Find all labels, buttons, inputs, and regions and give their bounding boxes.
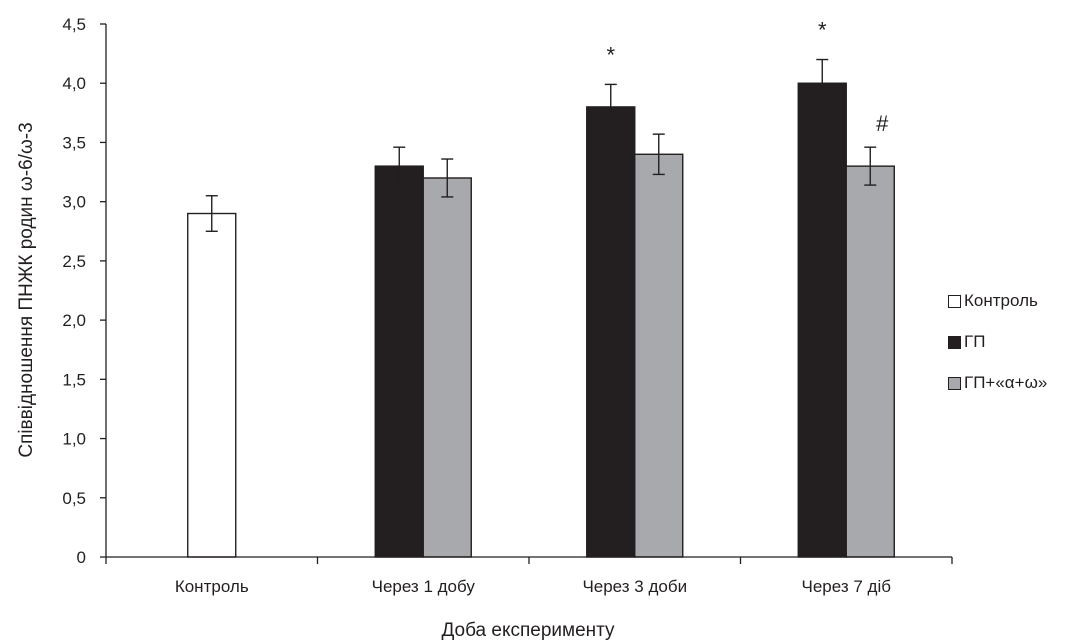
y-tick-label: 1,5 bbox=[62, 370, 86, 389]
bar bbox=[422, 177, 472, 558]
bar bbox=[797, 82, 847, 558]
significance-marker: * bbox=[818, 18, 827, 43]
y-tick-label: 0 bbox=[77, 548, 86, 567]
x-axis-ticks: Контроль Через 1 добу Через 3 доби Через 7 … bbox=[105, 557, 953, 596]
legend-label-control: Контроль bbox=[964, 291, 1038, 310]
legend-swatch-control bbox=[948, 294, 961, 308]
x-tick-label: Через 1 добу bbox=[372, 577, 476, 596]
legend-item-gp-alpha-omega: ГП+«α+ω» bbox=[948, 372, 1088, 394]
y-tick-label: 4,5 bbox=[62, 15, 86, 34]
legend-swatch-gp bbox=[948, 335, 961, 349]
x-axis-title: Доба експерименту bbox=[441, 620, 615, 641]
y-axis-title: Співвідношення ПНЖК родин ω-6/ω-3 bbox=[16, 122, 37, 457]
y-axis-ticks: 0 0,5 1,0 1,5 2,0 2,5 3,0 3,5 4,0 4,5 bbox=[62, 15, 106, 567]
y-tick-label: 3,0 bbox=[62, 193, 86, 212]
x-tick-label: Через 3 доби bbox=[582, 577, 687, 596]
legend-label-gp: ГП bbox=[964, 332, 986, 351]
x-tick-label: Через 7 діб bbox=[802, 577, 892, 596]
legend-label-gp-alpha-omega: ГП+«α+ω» bbox=[964, 373, 1048, 392]
significance-marker: * bbox=[606, 42, 615, 67]
legend-swatch-gp-alpha-omega bbox=[948, 376, 961, 390]
x-tick-label: Контроль bbox=[175, 577, 249, 596]
y-tick-label: 4,0 bbox=[62, 74, 86, 93]
bar bbox=[374, 165, 424, 558]
legend-item-gp: ГП bbox=[948, 331, 1088, 353]
y-tick-label: 0,5 bbox=[62, 489, 86, 508]
bar bbox=[586, 106, 636, 558]
y-tick-label: 2,0 bbox=[62, 311, 86, 330]
significance-marker: # bbox=[876, 111, 889, 136]
bars-layer: * * # bbox=[187, 18, 895, 558]
y-tick-label: 3,5 bbox=[62, 133, 86, 152]
y-tick-label: 1,0 bbox=[62, 430, 86, 449]
bar bbox=[845, 165, 895, 558]
bar bbox=[634, 153, 684, 558]
legend: Контроль ГП ГП+«α+ω» bbox=[948, 290, 1088, 413]
y-tick-label: 2,5 bbox=[62, 252, 86, 271]
legend-item-control: Контроль bbox=[948, 290, 1088, 312]
bar bbox=[187, 212, 237, 558]
